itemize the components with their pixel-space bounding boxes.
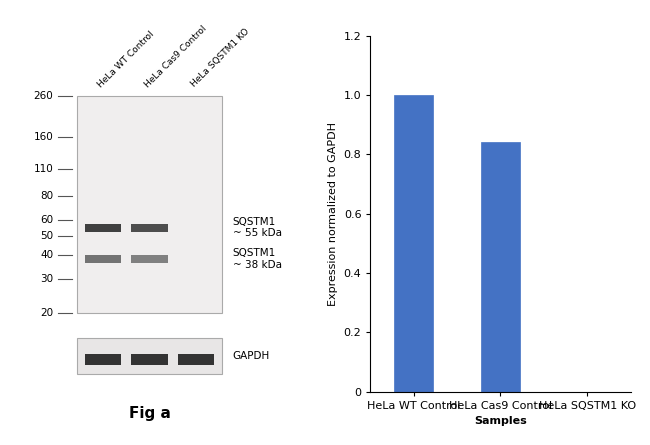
Text: 80: 80 [40, 191, 53, 201]
Bar [77, 96, 222, 313]
Text: GAPDH: GAPDH [233, 351, 270, 361]
Text: 60: 60 [40, 215, 53, 225]
Text: HeLa WT Control: HeLa WT Control [97, 29, 157, 89]
Bar [131, 353, 168, 365]
Bar [131, 255, 168, 263]
Text: Fig a: Fig a [129, 406, 170, 421]
Text: 20: 20 [40, 308, 53, 318]
Bar [84, 353, 121, 365]
Y-axis label: Expression normalized to GAPDH: Expression normalized to GAPDH [328, 121, 338, 306]
Bar [395, 95, 434, 392]
Text: SQSTM1
~ 55 kDa: SQSTM1 ~ 55 kDa [233, 217, 281, 239]
Bar [84, 255, 121, 263]
Text: 50: 50 [40, 231, 53, 241]
Text: HeLa SQSTM1 KO: HeLa SQSTM1 KO [190, 27, 252, 89]
Text: 110: 110 [34, 164, 53, 174]
Bar [77, 338, 222, 374]
Bar [481, 142, 520, 392]
Text: 260: 260 [34, 91, 53, 101]
Bar [178, 353, 215, 365]
Bar [131, 224, 168, 231]
Text: 40: 40 [40, 250, 53, 259]
X-axis label: Samples: Samples [474, 416, 527, 426]
Text: 160: 160 [34, 132, 53, 142]
Bar [84, 224, 121, 231]
Text: HeLa Cas9 Control: HeLa Cas9 Control [143, 24, 209, 89]
Text: 30: 30 [40, 274, 53, 284]
Text: SQSTM1
~ 38 kDa: SQSTM1 ~ 38 kDa [233, 248, 281, 270]
